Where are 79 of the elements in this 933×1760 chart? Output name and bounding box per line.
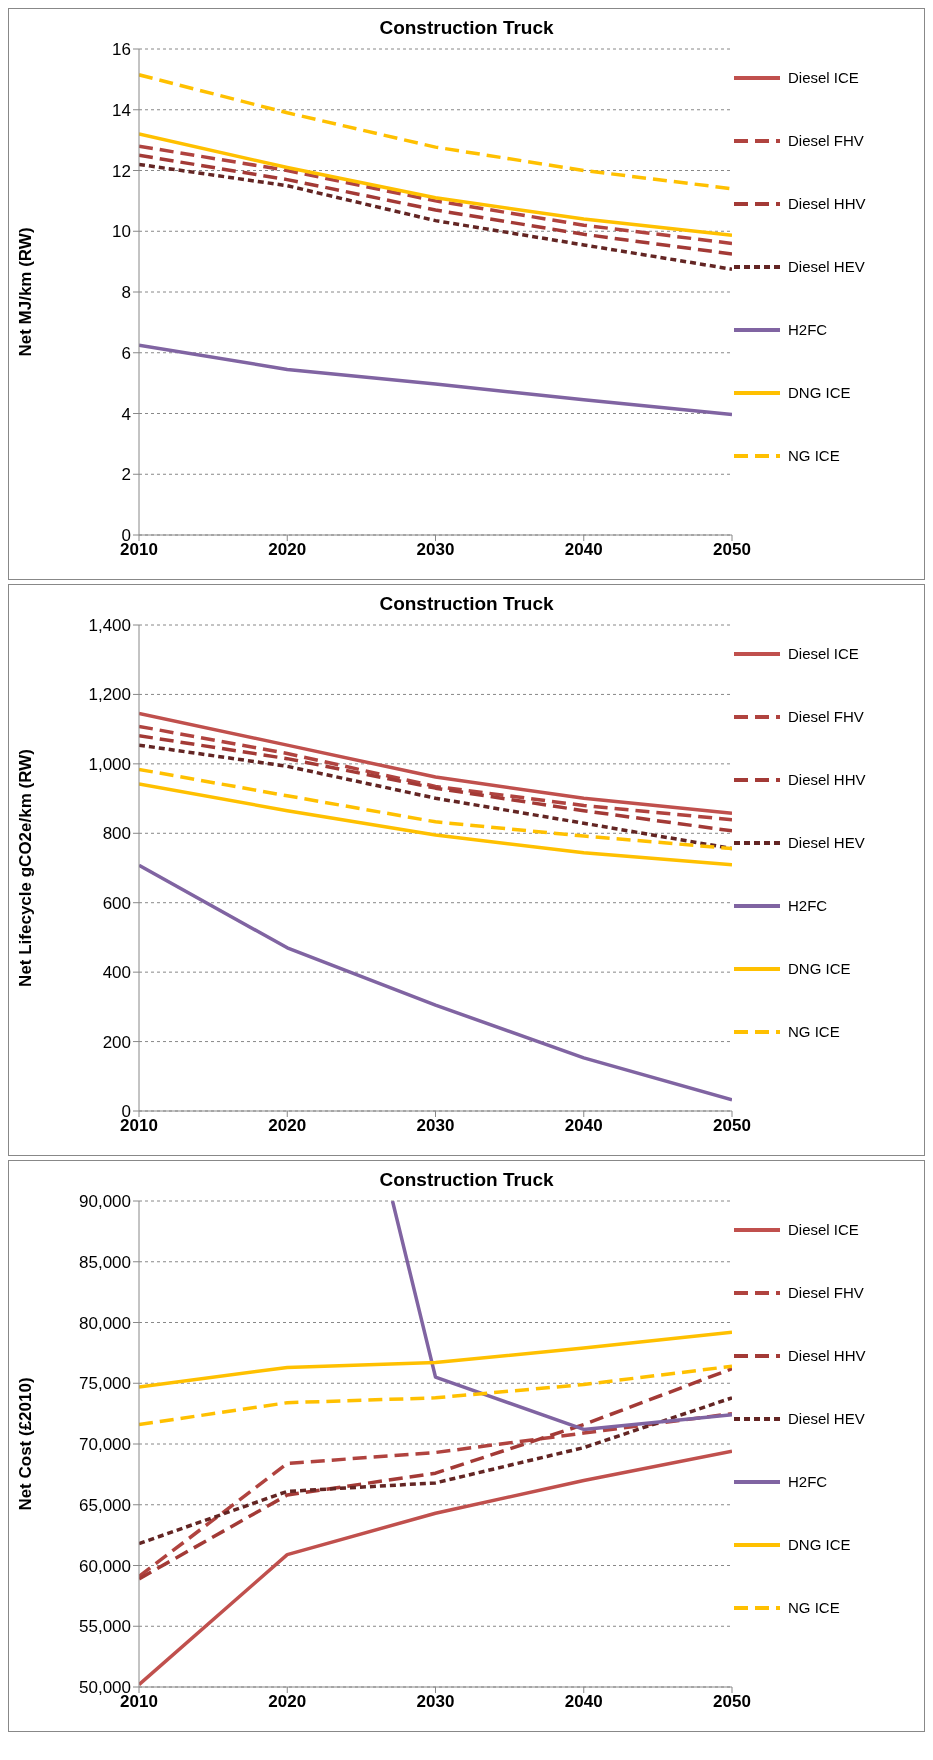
line-series [139,1364,732,1427]
line-series [139,1411,732,1579]
y-tick-label: 85,000 [79,1252,131,1272]
x-tick-label: 2020 [268,540,307,560]
legend-label: Diesel HHV [788,195,866,212]
line-series [139,733,732,833]
y-tick-label: 2 [121,465,131,485]
line-series [139,1330,732,1389]
legend-label: DNG ICE [788,1536,851,1553]
line-series [139,782,732,867]
legend-label: H2FC [788,321,828,338]
y-tick-label: 400 [102,963,131,983]
y-tick-label: 75,000 [79,1374,131,1394]
line-series [390,1201,732,1432]
legend-label: NG ICE [788,1599,840,1616]
legend-label: Diesel HEV [788,834,865,851]
legend-label: H2FC [788,897,828,914]
line-series [139,767,732,851]
legend-label: Diesel HHV [788,1347,866,1364]
y-axis-title: Net Lifecycle gCO2e/km (RW) [16,749,36,987]
line-series [139,343,732,417]
x-tick-label: 2030 [416,540,455,560]
y-tick-label: 55,000 [79,1617,131,1637]
legend-label: Diesel HHV [788,771,866,788]
x-tick-label: 2050 [713,1116,751,1136]
line-series [139,153,732,256]
y-tick-label: 1,200 [88,685,131,705]
y-tick-label: 4 [121,404,131,424]
legend-label: Diesel ICE [788,69,859,86]
y-tick-label: 200 [102,1032,131,1052]
legend-label: DNG ICE [788,384,851,401]
y-tick-label: 800 [102,824,131,844]
y-tick-label: 12 [112,161,131,181]
legend-label: Diesel FHV [788,708,864,725]
x-tick-label: 2040 [564,1692,603,1712]
x-tick-label: 2020 [268,1116,307,1136]
y-tick-label: 6 [121,343,131,363]
legend-label: Diesel HEV [788,258,865,275]
legend-label: Diesel ICE [788,645,859,662]
y-tick-label: 70,000 [79,1435,131,1455]
x-tick-label: 2040 [564,540,603,560]
legend-label: Diesel FHV [788,132,864,149]
legend-label: DNG ICE [788,960,851,977]
legend-label: Diesel ICE [788,1221,859,1238]
y-tick-label: 14 [112,100,131,120]
x-tick-label: 2030 [416,1692,455,1712]
legend-label: NG ICE [788,1023,840,1040]
y-tick-label: 60,000 [79,1556,131,1576]
y-tick-label: 10 [112,222,131,242]
line-series [139,1366,732,1581]
y-tick-label: 1,000 [88,754,131,774]
y-tick-label: 80,000 [79,1313,131,1333]
x-tick-label: 2040 [564,1116,603,1136]
y-tick-label: 65,000 [79,1495,131,1515]
y-tick-label: 600 [102,893,131,913]
x-tick-label: 2050 [713,540,751,560]
chart-title: Construction Truck [378,16,555,39]
x-tick-label: 2030 [416,1116,455,1136]
y-axis-title: Net Cost (£2010) [16,1377,36,1511]
line-series [139,724,732,822]
line-series [139,73,732,191]
chart-title: Construction Truck [378,1168,555,1191]
legend-label: Diesel HEV [788,1410,865,1427]
line-series [139,144,732,246]
line-series [139,1396,732,1546]
line-series [139,863,732,1102]
legend-label: NG ICE [788,447,840,464]
x-tick-label: 2050 [713,1692,751,1712]
y-tick-label: 90,000 [79,1192,131,1212]
line-series [139,132,732,237]
y-tick-label: 16 [112,40,131,60]
y-tick-label: 1,400 [88,616,131,636]
y-tick-label: 8 [121,283,131,303]
y-axis-title: Net MJ/km (RW) [16,227,36,357]
legend-label: Diesel FHV [788,1284,864,1301]
chart-title: Construction Truck [378,592,555,615]
x-tick-label: 2020 [268,1692,307,1712]
legend-label: H2FC [788,1473,828,1490]
line-series [139,711,732,815]
